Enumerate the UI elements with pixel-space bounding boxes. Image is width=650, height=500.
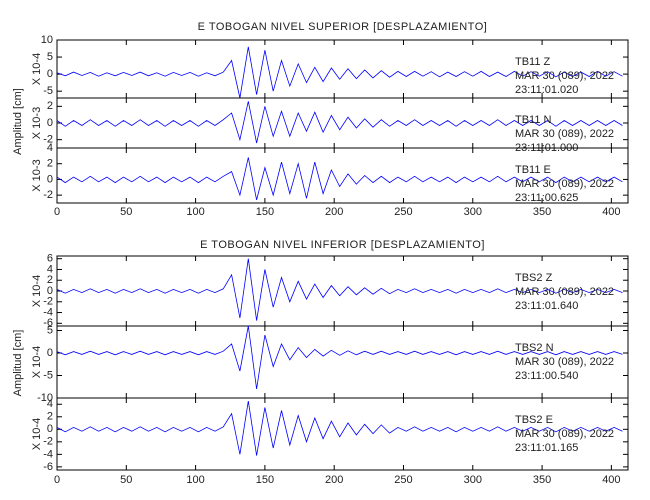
y-tick-label: -5 <box>43 85 53 97</box>
chart-title: E TOBOGAN NIVEL INFERIOR [DESPLAZAMIENTO… <box>200 239 485 251</box>
waveform <box>56 325 623 390</box>
station-date: MAR 30 (089), 2022 <box>515 178 614 190</box>
station-date: MAR 30 (089), 2022 <box>515 356 614 368</box>
x-tick-label: 150 <box>256 206 274 218</box>
y-tick-label: 4 <box>47 398 53 410</box>
station-date: MAR 30 (089), 2022 <box>515 70 614 82</box>
station-station: TB11 N <box>515 114 552 126</box>
scale-label: X 10-3 <box>31 107 43 139</box>
station-station: TBS2 N <box>515 342 554 354</box>
x-tick-label: 400 <box>602 474 620 486</box>
station-time: 23:11:01.165 <box>515 442 578 454</box>
x-tick-label: 250 <box>394 206 412 218</box>
scale-label: X 10-4 <box>31 53 43 85</box>
y-tick-label: 2 <box>47 100 53 112</box>
waveform <box>56 157 623 200</box>
panel-frame <box>56 397 629 471</box>
x-tick-label: 100 <box>186 206 204 218</box>
y-tick-label: 0 <box>47 285 53 297</box>
waveform <box>56 401 623 456</box>
x-tick-label: 50 <box>120 206 132 218</box>
y-tick-label: 5 <box>47 324 53 336</box>
x-tick-label: 250 <box>394 474 412 486</box>
y-tick-label: -4 <box>43 448 53 460</box>
y-tick-label: 0 <box>47 347 53 359</box>
y-tick-label: 0 <box>47 117 53 129</box>
y-axis-label: Amplitud [cm] <box>12 330 24 397</box>
y-tick-label: 4 <box>47 142 53 154</box>
x-tick-label: 50 <box>120 474 132 486</box>
y-tick-label: 2 <box>47 158 53 170</box>
chart-title: E TOBOGAN NIVEL SUPERIOR [DESPLAZAMIENTO… <box>198 21 488 33</box>
station-time: 23:11:01.020 <box>515 84 578 96</box>
x-tick-label: 400 <box>602 206 620 218</box>
y-tick-label: -4 <box>43 306 53 318</box>
y-tick-label: -6 <box>43 317 53 329</box>
x-tick-label: 350 <box>533 474 551 486</box>
y-tick-label: 2 <box>47 411 53 423</box>
waveform <box>56 258 623 321</box>
y-tick-label: -2 <box>43 296 53 308</box>
x-tick-label: 0 <box>54 474 60 486</box>
station-time: 23:11:00.540 <box>515 370 578 382</box>
scale-label: X 10-3 <box>31 159 43 191</box>
station-time: 23:11:00.625 <box>515 192 578 204</box>
station-time: 23:11:01.640 <box>515 300 578 312</box>
station-station: TB11 E <box>515 164 551 176</box>
y-tick-label: 2 <box>47 274 53 286</box>
y-tick-label: 6 <box>47 253 53 265</box>
y-tick-label: 0 <box>47 68 53 80</box>
station-date: MAR 30 (089), 2022 <box>515 428 614 440</box>
station-date: MAR 30 (089), 2022 <box>515 286 614 298</box>
scale-label: X 10-4 <box>31 346 43 378</box>
station-date: MAR 30 (089), 2022 <box>515 128 614 140</box>
y-tick-label: -5 <box>43 369 53 381</box>
y-tick-label: 4 <box>47 263 53 275</box>
x-tick-label: 200 <box>325 206 343 218</box>
waveform <box>56 101 623 144</box>
y-tick-label: -6 <box>43 461 53 473</box>
y-tick-label: 0 <box>47 423 53 435</box>
y-tick-label: 10 <box>41 34 53 46</box>
x-tick-label: 150 <box>256 474 274 486</box>
station-station: TB11 Z <box>515 56 551 68</box>
x-tick-label: 200 <box>325 474 343 486</box>
x-tick-label: 100 <box>186 474 204 486</box>
y-tick-label: -2 <box>43 189 53 201</box>
y-tick-label: -2 <box>43 436 53 448</box>
y-tick-label: -2 <box>43 134 53 146</box>
x-tick-label: 300 <box>464 206 482 218</box>
waveform <box>56 46 623 99</box>
y-tick-label: -10 <box>37 392 53 404</box>
y-axis-label: Amplitud [cm] <box>12 88 24 155</box>
station-station: TBS2 Z <box>515 272 553 284</box>
x-tick-label: 0 <box>54 206 60 218</box>
panel-frame <box>56 147 629 204</box>
station-station: TBS2 E <box>515 414 553 426</box>
x-tick-label: 350 <box>533 206 551 218</box>
scale-label: X 10-4 <box>31 275 43 307</box>
x-tick-label: 300 <box>464 474 482 486</box>
y-tick-label: 0 <box>47 173 53 185</box>
scale-label: X 10-4 <box>31 418 43 450</box>
y-tick-label: 5 <box>47 51 53 63</box>
